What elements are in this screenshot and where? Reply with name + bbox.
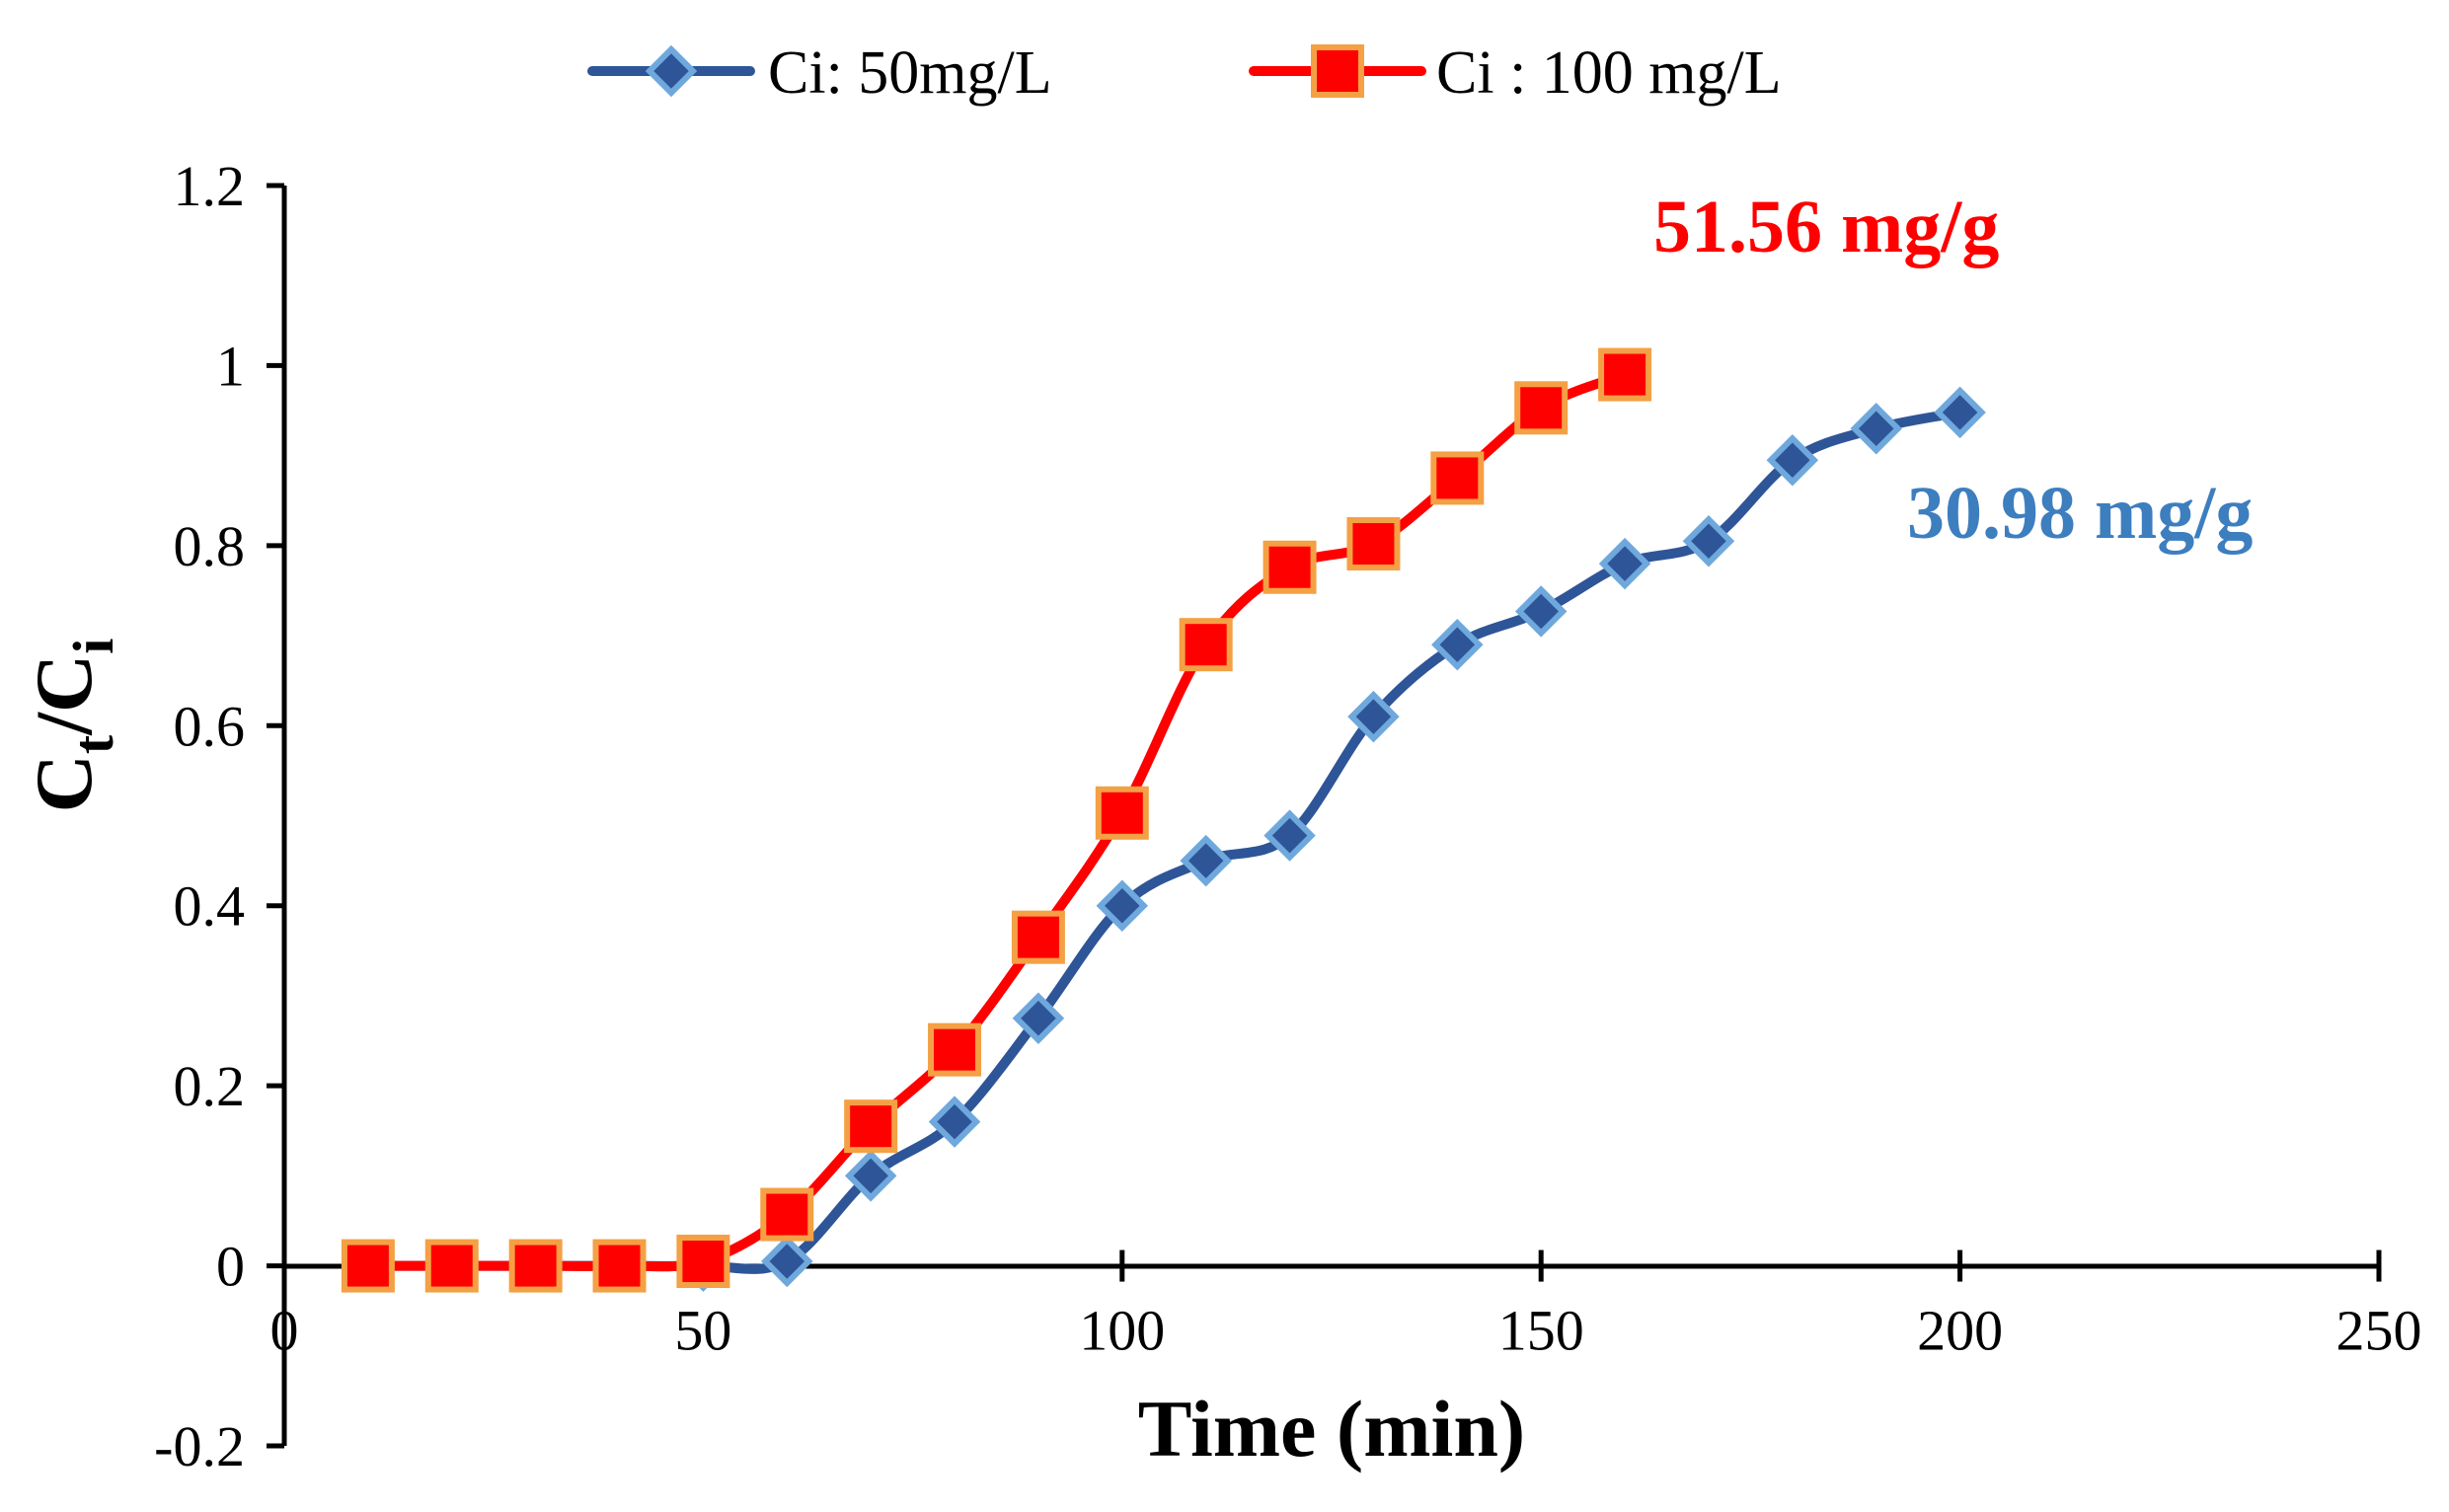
series-0-point: [844, 1150, 897, 1202]
series-1-point: [424, 1239, 479, 1293]
legend-label-series-0: Ci: 50mg/L: [768, 39, 1052, 107]
x-ticks: 0 50 100 150 200 250: [270, 1249, 2422, 1363]
series-0-point: [1934, 386, 1986, 439]
series-1-point: [1263, 540, 1317, 594]
legend-item-series-1[interactable]: Ci : 100 mg/L: [1249, 39, 1782, 107]
series-1-point: [1179, 618, 1233, 672]
legend-marker-series-1: [1311, 44, 1364, 98]
series-0-point: [1263, 809, 1316, 862]
series-0-point: [1514, 585, 1568, 638]
series-0-point: [1598, 537, 1651, 590]
x-tick-label: 150: [1498, 1299, 1584, 1363]
series-0-point: [1347, 690, 1400, 743]
series-1: [341, 347, 1652, 1293]
series-1-point: [1095, 786, 1149, 840]
plot-area: [341, 347, 1986, 1293]
series-1-point: [928, 1022, 982, 1077]
series-0-point: [928, 1096, 981, 1148]
series-1-point: [1011, 910, 1065, 964]
legend-marker-series-0: [645, 44, 698, 98]
series-1-point: [1514, 381, 1569, 435]
x-tick-label: 50: [674, 1299, 731, 1363]
series-1-point: [1346, 517, 1401, 571]
series-1-point: [1430, 451, 1485, 505]
y-tick-label: 0: [216, 1235, 245, 1299]
y-tick-label: 1: [216, 334, 245, 398]
x-tick-label: 0: [270, 1299, 299, 1363]
y-axis-title-sub-i: i: [61, 639, 125, 654]
y-tick-label: 0.2: [174, 1054, 246, 1118]
x-tick-label: 250: [2336, 1299, 2422, 1363]
y-ticks: -0.2 0 0.2 0.4 0.6 0.8 1 1.2: [154, 154, 284, 1478]
series-0: [342, 386, 1986, 1292]
annotation-capacity-100: 51.56 mg/g: [1653, 186, 1999, 268]
y-tick-label: 1.2: [174, 154, 246, 218]
series-0-point: [761, 1235, 813, 1288]
x-tick-label: 100: [1079, 1299, 1165, 1363]
annotation-capacity-50: 30.98 mg/g: [1907, 472, 2253, 555]
y-axis-title-main: C: [19, 754, 109, 812]
y-tick-label: 0.8: [174, 514, 246, 578]
y-axis-title-sep: /C: [19, 654, 109, 736]
series-0-point: [1012, 992, 1065, 1044]
series-1-point: [341, 1239, 395, 1293]
series-1-line: [362, 369, 1631, 1272]
series-1-point: [760, 1187, 814, 1242]
series-1-point: [1598, 347, 1652, 402]
x-tick-label: 200: [1917, 1299, 2003, 1363]
series-1-point: [508, 1239, 563, 1293]
series-0-point: [1766, 433, 1819, 487]
legend-item-series-0[interactable]: Ci: 50mg/L: [587, 39, 1052, 107]
series-0-point: [1431, 618, 1484, 671]
series-0-point: [1850, 403, 1902, 455]
series-1-point: [676, 1235, 730, 1289]
series-1-point: [592, 1239, 647, 1293]
x-axis-title: Time (min): [1138, 1384, 1526, 1474]
axes: -0.2 0 0.2 0.4 0.6 0.8 1 1.2 0 50 100 150 200 250: [154, 154, 2421, 1478]
y-tick-label: -0.2: [154, 1414, 245, 1478]
y-tick-label: 0.4: [174, 874, 246, 939]
legend: Ci: 50mg/L Ci : 100 mg/L: [587, 39, 1782, 107]
series-0-point: [1180, 834, 1232, 887]
series-0-point: [1682, 515, 1735, 567]
y-axis-title-sub-t: t: [61, 734, 125, 754]
series-0-point: [1096, 879, 1149, 932]
legend-label-series-1: Ci : 100 mg/L: [1436, 39, 1782, 107]
y-tick-label: 0.6: [174, 694, 246, 758]
y-axis-title: Ct/Ci: [19, 639, 125, 813]
series-1-point: [844, 1099, 898, 1154]
